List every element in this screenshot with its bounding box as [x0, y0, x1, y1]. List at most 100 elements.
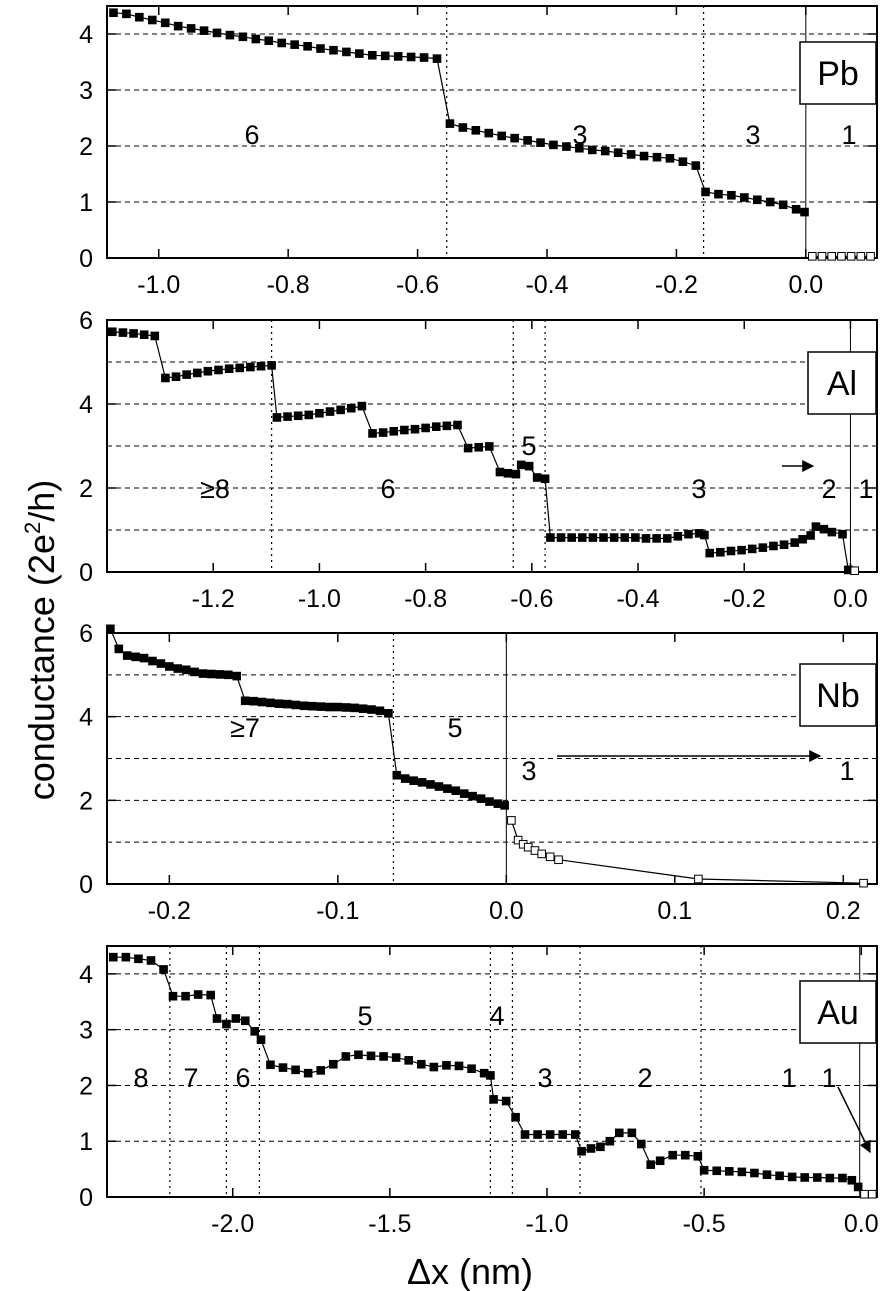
data-point	[626, 150, 636, 159]
data-point	[588, 533, 598, 542]
x-tick-label: 0.0	[489, 897, 524, 925]
data-point	[652, 152, 662, 162]
data-point	[511, 1112, 520, 1122]
plot-frame	[106, 945, 878, 1198]
data-point	[257, 697, 267, 707]
data-point	[256, 361, 266, 371]
data-point	[267, 361, 276, 370]
data-point	[609, 533, 619, 542]
data-point	[354, 1050, 363, 1060]
data-point	[222, 1019, 231, 1029]
data-point	[806, 531, 815, 540]
data-point	[750, 1168, 759, 1178]
data-point	[329, 45, 338, 55]
data-point-open	[507, 816, 516, 825]
data-point	[325, 407, 335, 416]
element-label: Pb	[817, 55, 859, 93]
data-point	[762, 1170, 772, 1179]
y-tick-label: 0	[79, 245, 93, 273]
data-point	[758, 543, 768, 552]
data-point	[293, 411, 303, 421]
data-point	[251, 34, 261, 44]
data-point	[346, 403, 356, 413]
data-point	[171, 372, 181, 381]
data-point	[190, 667, 199, 677]
data-point	[134, 954, 143, 964]
y-tick-label: 3	[79, 77, 93, 105]
data-point	[291, 1065, 300, 1075]
data-point	[224, 670, 233, 680]
data-point	[500, 801, 509, 810]
data-point	[212, 28, 222, 38]
x-tick-label: -0.1	[316, 897, 359, 925]
data-point	[426, 780, 435, 789]
data-point	[156, 659, 166, 668]
data-point	[779, 540, 789, 550]
data-point	[148, 656, 157, 666]
data-point	[181, 665, 191, 675]
data-point	[283, 412, 292, 421]
x-axis-label: Δx (nm)	[407, 1251, 533, 1291]
data-point	[523, 136, 532, 145]
data-point	[546, 533, 555, 542]
data-point-open	[867, 1189, 877, 1199]
data-point	[282, 699, 292, 709]
channel-count-label: 5	[357, 1001, 372, 1031]
channel-count-label: 3	[745, 120, 760, 150]
data-point	[641, 534, 651, 543]
data-point	[315, 408, 324, 418]
data-point	[726, 546, 736, 556]
data-point	[303, 1068, 313, 1078]
data-point	[700, 530, 709, 540]
channel-count-label: ≥7	[230, 713, 260, 743]
data-point	[501, 1096, 511, 1106]
data-point	[798, 534, 807, 544]
channel-count-label: 1	[781, 1063, 796, 1093]
data-point	[562, 142, 571, 151]
data-point	[212, 1014, 222, 1023]
y-tick-label: 3	[79, 1017, 93, 1045]
data-point	[511, 469, 521, 479]
x-tick-label: -2.0	[211, 1210, 254, 1238]
y-tick-label: 2	[79, 1072, 93, 1100]
channel-count-label: 4	[489, 1001, 504, 1031]
data-point	[118, 328, 128, 337]
channel-count-label: 1	[841, 120, 856, 150]
data-point	[800, 207, 809, 217]
series-line	[510, 820, 864, 884]
data-point	[443, 784, 452, 793]
data-point	[533, 1130, 542, 1139]
data-point	[225, 30, 235, 40]
data-point	[540, 474, 550, 484]
data-point	[524, 461, 534, 471]
data-point	[556, 533, 566, 542]
data-point	[847, 1175, 857, 1185]
data-point	[838, 1173, 847, 1183]
data-point	[203, 366, 213, 376]
element-label: Al	[827, 365, 857, 403]
data-point	[429, 1062, 439, 1072]
element-label-box	[807, 351, 877, 415]
data-point	[192, 368, 202, 378]
data-point	[693, 1151, 703, 1161]
data-point	[627, 1128, 637, 1138]
data-point	[135, 12, 144, 22]
data-point	[299, 701, 309, 711]
data-point	[639, 151, 649, 161]
channel-count-label: 1	[858, 474, 873, 504]
channel-count-label: 7	[183, 1063, 198, 1093]
data-point	[459, 789, 469, 798]
data-point	[838, 529, 847, 539]
data-point	[853, 1182, 863, 1192]
data-point	[224, 364, 234, 374]
channel-count-label: 6	[380, 474, 395, 504]
data-point	[678, 157, 688, 166]
x-tick-label: 0.1	[657, 897, 692, 925]
plot-frame	[106, 632, 878, 885]
data-point	[765, 197, 775, 207]
data-point	[246, 362, 255, 372]
data-point	[614, 1128, 624, 1138]
data-point	[264, 36, 274, 46]
data-point	[655, 1156, 665, 1166]
data-point	[705, 548, 715, 558]
